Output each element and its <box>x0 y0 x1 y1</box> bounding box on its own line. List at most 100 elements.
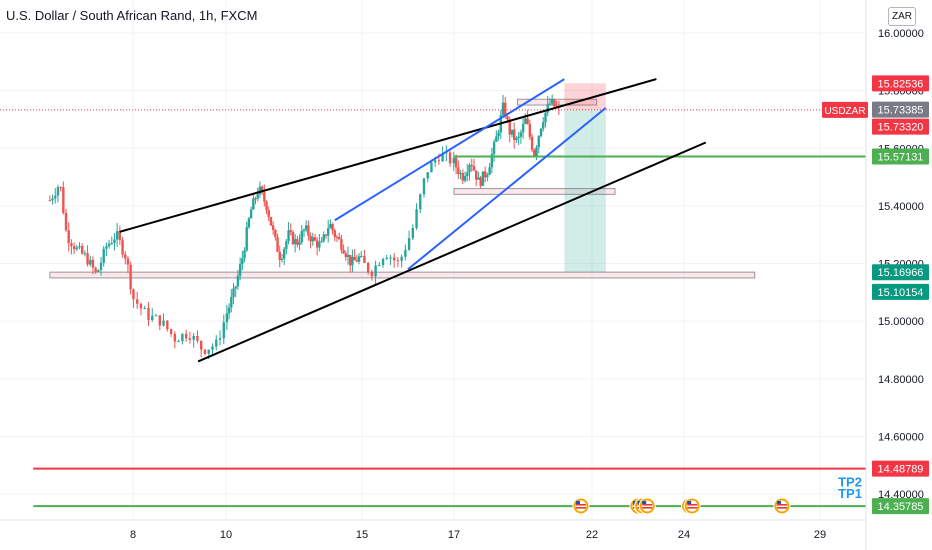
candle-body <box>64 213 68 231</box>
price-label-text: 15.73320 <box>878 122 924 134</box>
candle-body <box>267 210 270 217</box>
candle-body <box>162 320 165 326</box>
candle-body <box>107 243 111 247</box>
event-markers[interactable] <box>572 497 791 515</box>
candle-body <box>510 129 514 135</box>
tp2-label[interactable]: TP2 <box>838 474 862 489</box>
price-label-last: 15.73320 <box>872 118 929 135</box>
short-position[interactable] <box>564 83 606 273</box>
candle-body <box>245 227 248 251</box>
candle-body <box>393 257 396 261</box>
price-label-bg <box>872 460 929 477</box>
candle-body <box>215 339 218 347</box>
candle-body <box>83 253 87 255</box>
candle-body <box>548 103 552 105</box>
candle-body <box>479 177 482 186</box>
candle-body <box>448 152 452 164</box>
candle-body <box>54 195 57 199</box>
y-tick-label: 14.80000 <box>878 374 924 386</box>
y-tick-label: 15.00000 <box>878 316 924 328</box>
lower-channel-line[interactable] <box>407 107 607 271</box>
candle-body <box>249 209 253 219</box>
candle-body <box>48 200 52 202</box>
flag-stripe <box>776 507 787 509</box>
candle-body <box>374 265 377 277</box>
candle-body <box>271 225 275 230</box>
us-flag-event-icon[interactable] <box>572 497 590 515</box>
currency-button[interactable]: ZAR <box>888 7 916 26</box>
candle-body <box>78 246 81 248</box>
flag-canton <box>575 501 580 504</box>
candle-body <box>230 297 233 308</box>
candle-body <box>524 118 527 124</box>
candle-body <box>519 132 523 137</box>
flag-stripe <box>642 507 653 509</box>
candle-body <box>177 341 180 343</box>
candle-body <box>340 239 343 250</box>
price-label-target: 15.16966 <box>872 264 929 281</box>
lower-wedge-line[interactable] <box>197 141 707 363</box>
candle-body <box>289 230 292 232</box>
take-profit-zone[interactable] <box>564 109 606 273</box>
us-flag-event-icon[interactable] <box>683 497 701 515</box>
candle-body <box>459 173 462 175</box>
price-label-tp2: 14.48789 <box>872 460 929 477</box>
candle-body <box>298 242 301 245</box>
price-label-text: 15.82536 <box>878 78 924 90</box>
candle-body <box>67 230 70 244</box>
candle-body <box>118 231 122 240</box>
candle-body <box>335 236 339 238</box>
candle-body <box>497 132 500 137</box>
price-label-low: 15.10154 <box>872 283 929 300</box>
candle-body <box>102 248 105 263</box>
candle-body <box>97 270 100 272</box>
candle-body <box>169 329 173 334</box>
stop-loss-zone[interactable] <box>564 83 606 110</box>
candle-body <box>338 236 341 240</box>
upper-wedge-line[interactable] <box>119 78 657 233</box>
drawings[interactable] <box>0 78 866 508</box>
candle-body <box>94 267 97 272</box>
candle-body <box>311 237 314 242</box>
candle-body <box>260 186 264 193</box>
candle-body <box>389 257 392 259</box>
candle-body <box>553 99 556 107</box>
price-label-bg <box>872 498 929 515</box>
candle-body <box>544 112 547 123</box>
candle-body <box>542 122 545 129</box>
candle-body <box>59 187 62 189</box>
candle-body <box>411 228 415 239</box>
symbol-tag: USDZAR <box>822 101 868 118</box>
candle-body <box>355 260 359 262</box>
y-tick-label: 14.60000 <box>878 431 924 443</box>
upper-channel-line[interactable] <box>334 78 565 222</box>
flag-canton <box>776 501 781 504</box>
candle-body <box>381 258 385 266</box>
candle-body <box>124 254 127 259</box>
y-tick-label: 15.40000 <box>878 201 924 213</box>
candle-body <box>506 116 509 120</box>
tp1-label[interactable]: TP1 <box>838 486 862 501</box>
candle-body <box>115 231 119 240</box>
candle-body <box>530 136 534 150</box>
candle-body <box>419 194 422 210</box>
candle-body <box>105 246 108 249</box>
flag-canton <box>642 501 647 504</box>
candle-body <box>225 313 229 323</box>
candle-body <box>501 102 505 116</box>
candle-body <box>234 286 237 289</box>
candle-body <box>535 147 538 156</box>
candle-body <box>313 237 317 241</box>
candle-body <box>200 340 203 350</box>
candle-body <box>481 171 485 186</box>
us-flag-event-icon[interactable] <box>638 497 656 515</box>
us-flag-event-icon[interactable] <box>773 497 791 515</box>
candle-body <box>91 259 95 268</box>
candle-body <box>437 160 441 162</box>
candle-body <box>349 254 352 266</box>
candle-body <box>75 247 78 250</box>
candle-body <box>56 187 60 196</box>
candle-body <box>452 157 455 164</box>
candle-body <box>320 240 323 243</box>
